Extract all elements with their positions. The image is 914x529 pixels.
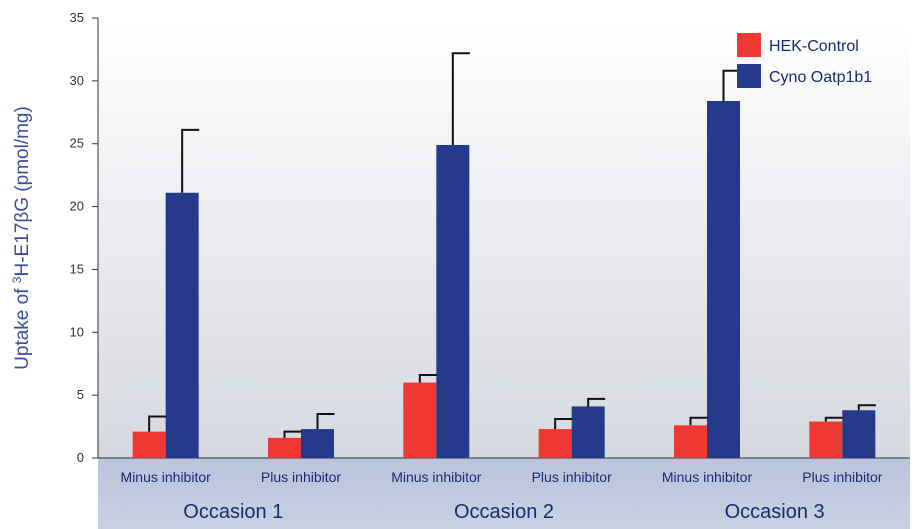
y-tick-label: 25 bbox=[70, 136, 84, 151]
category-label-5: Minus inhibitor bbox=[662, 469, 753, 485]
bar-hek-control-2 bbox=[268, 437, 301, 458]
y-tick-label: 35 bbox=[70, 10, 84, 25]
y-axis-label-suffix: H-E17βG (pmol/mg) bbox=[12, 106, 33, 276]
group-label-3: Occasion 3 bbox=[725, 501, 825, 523]
legend-swatch-hek-control bbox=[737, 33, 761, 57]
bar-cyno-oatp1b1-3 bbox=[436, 144, 470, 458]
y-tick-label: 5 bbox=[77, 387, 84, 402]
bar-hek-control-4 bbox=[538, 429, 572, 458]
y-tick-label: 15 bbox=[70, 261, 84, 276]
bar-hek-control-6 bbox=[809, 421, 843, 458]
legend-label-hek-control: HEK-Control bbox=[769, 38, 859, 55]
y-tick-label: 10 bbox=[70, 324, 84, 339]
legend-swatch-cyno-oatp1b1 bbox=[737, 64, 761, 88]
bar-cyno-oatp1b1-2 bbox=[301, 429, 334, 458]
y-tick-label: 0 bbox=[77, 450, 84, 465]
category-band bbox=[98, 458, 910, 529]
bar-cyno-oatp1b1-5 bbox=[707, 100, 740, 458]
legend: HEK-Control Cyno Oatp1b1 bbox=[737, 33, 872, 88]
category-label-1: Minus inhibitor bbox=[121, 469, 212, 485]
y-axis-label: Uptake of 3H-E17βG (pmol/mg) bbox=[10, 106, 33, 370]
category-label-3: Minus inhibitor bbox=[391, 469, 482, 485]
bar-hek-control-1 bbox=[132, 431, 166, 458]
y-tick-label: 20 bbox=[70, 199, 84, 214]
group-label-1: Occasion 1 bbox=[183, 501, 283, 523]
category-label-4: Plus inhibitor bbox=[532, 469, 612, 485]
y-axis-label-prefix: Uptake of bbox=[12, 283, 33, 370]
bar-hek-control-3 bbox=[403, 382, 437, 458]
plot-area bbox=[98, 18, 910, 458]
bar-hek-control-5 bbox=[674, 425, 707, 458]
bar-cyno-oatp1b1-6 bbox=[842, 410, 876, 458]
y-axis-label-superscript: 3 bbox=[10, 276, 24, 283]
bar-cyno-oatp1b1-4 bbox=[571, 406, 605, 458]
group-label-2: Occasion 2 bbox=[454, 501, 554, 523]
legend-label-cyno-oatp1b1: Cyno Oatp1b1 bbox=[769, 69, 872, 86]
category-label-6: Plus inhibitor bbox=[802, 469, 882, 485]
bar-cyno-oatp1b1-1 bbox=[165, 192, 199, 458]
category-label-2: Plus inhibitor bbox=[261, 469, 341, 485]
y-tick-label: 30 bbox=[70, 73, 84, 88]
